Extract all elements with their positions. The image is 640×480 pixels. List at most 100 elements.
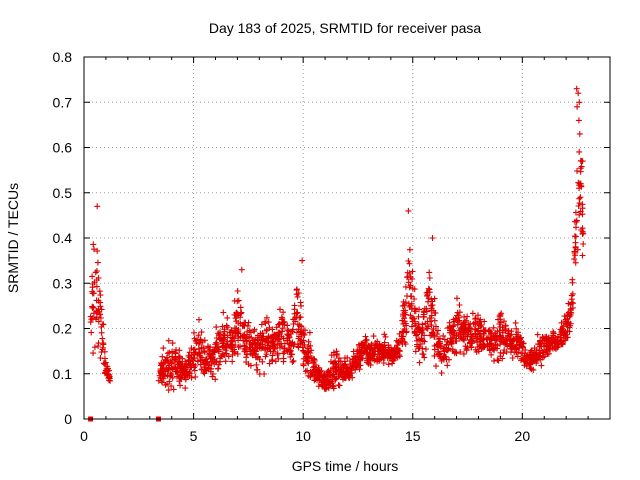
data-point xyxy=(419,337,426,344)
data-point xyxy=(313,374,320,381)
data-point xyxy=(215,348,222,355)
data-point xyxy=(420,311,427,318)
data-point xyxy=(469,310,476,317)
data-point xyxy=(446,324,453,331)
data-point xyxy=(508,331,515,338)
data-point xyxy=(555,343,561,350)
data-point xyxy=(401,326,408,333)
data-point xyxy=(473,335,479,342)
data-point xyxy=(192,373,199,380)
data-point xyxy=(432,310,439,317)
data-point xyxy=(232,342,239,348)
data-point xyxy=(390,357,397,364)
data-point xyxy=(259,358,266,365)
data-point xyxy=(166,349,173,356)
data-point xyxy=(242,347,249,354)
data-point xyxy=(327,378,334,385)
data-point xyxy=(289,340,296,347)
data-point xyxy=(248,342,255,349)
data-point xyxy=(232,315,239,322)
data-point xyxy=(270,345,277,352)
data-point xyxy=(95,318,102,325)
data-point xyxy=(353,363,360,370)
data-point xyxy=(456,317,463,324)
data-point xyxy=(429,235,436,241)
data-point xyxy=(575,203,582,209)
data-point xyxy=(446,329,453,336)
data-point xyxy=(327,372,334,378)
data-point xyxy=(389,360,396,367)
data-point xyxy=(425,285,432,292)
data-point xyxy=(472,315,479,322)
data-point xyxy=(406,260,413,267)
data-point xyxy=(381,339,388,346)
data-point xyxy=(498,310,505,317)
data-point xyxy=(458,321,465,328)
data-point xyxy=(579,252,586,259)
data-point xyxy=(178,360,185,367)
data-point xyxy=(363,337,369,344)
data-point xyxy=(445,345,452,352)
data-point xyxy=(306,329,313,336)
data-point xyxy=(356,366,363,373)
data-point xyxy=(438,370,445,376)
y-axis-label: SRMTID / TECUs xyxy=(5,183,21,293)
data-point xyxy=(335,363,342,370)
data-point xyxy=(191,364,198,371)
data-point xyxy=(499,355,506,362)
data-point xyxy=(298,323,305,330)
data-point xyxy=(385,342,392,349)
data-point xyxy=(409,285,416,292)
data-point xyxy=(99,321,106,328)
data-point xyxy=(327,379,334,386)
data-point xyxy=(186,358,193,365)
data-point xyxy=(277,306,283,313)
data-point xyxy=(571,249,578,256)
data-point xyxy=(198,329,205,336)
data-point xyxy=(217,329,223,336)
data-point xyxy=(411,305,418,312)
data-point xyxy=(334,351,341,357)
data-point xyxy=(335,382,342,389)
data-point xyxy=(300,355,307,362)
data-point xyxy=(388,344,394,351)
data-point xyxy=(419,345,426,352)
y-tick-label: 0.7 xyxy=(53,94,73,110)
data-point xyxy=(228,334,234,341)
data-point xyxy=(554,337,561,344)
data-point xyxy=(436,335,443,342)
data-point xyxy=(195,332,202,339)
data-point xyxy=(424,325,431,332)
data-point xyxy=(220,309,227,316)
data-point xyxy=(297,340,304,347)
y-tick-label: 0 xyxy=(64,411,72,427)
data-point xyxy=(573,85,580,92)
data-point xyxy=(175,353,182,360)
data-point xyxy=(102,359,109,366)
data-point xyxy=(410,316,416,322)
data-point xyxy=(165,337,172,344)
data-point xyxy=(92,269,99,276)
data-point xyxy=(235,335,242,341)
data-point xyxy=(164,350,171,357)
data-point xyxy=(345,368,352,375)
x-tick-label: 15 xyxy=(405,428,421,444)
data-point xyxy=(201,366,208,373)
data-point xyxy=(450,322,457,329)
data-point xyxy=(251,328,257,335)
data-point xyxy=(416,325,423,332)
data-point xyxy=(311,356,318,363)
data-point xyxy=(471,326,478,333)
data-point xyxy=(396,348,403,355)
data-point xyxy=(301,332,308,338)
data-point xyxy=(213,339,220,346)
data-point xyxy=(547,338,554,345)
data-point xyxy=(417,341,424,348)
data-point xyxy=(440,356,447,363)
data-point xyxy=(244,322,251,329)
data-point xyxy=(275,321,282,328)
y-tick-label: 0.1 xyxy=(53,366,73,382)
data-point xyxy=(210,346,216,353)
data-point xyxy=(479,344,486,351)
